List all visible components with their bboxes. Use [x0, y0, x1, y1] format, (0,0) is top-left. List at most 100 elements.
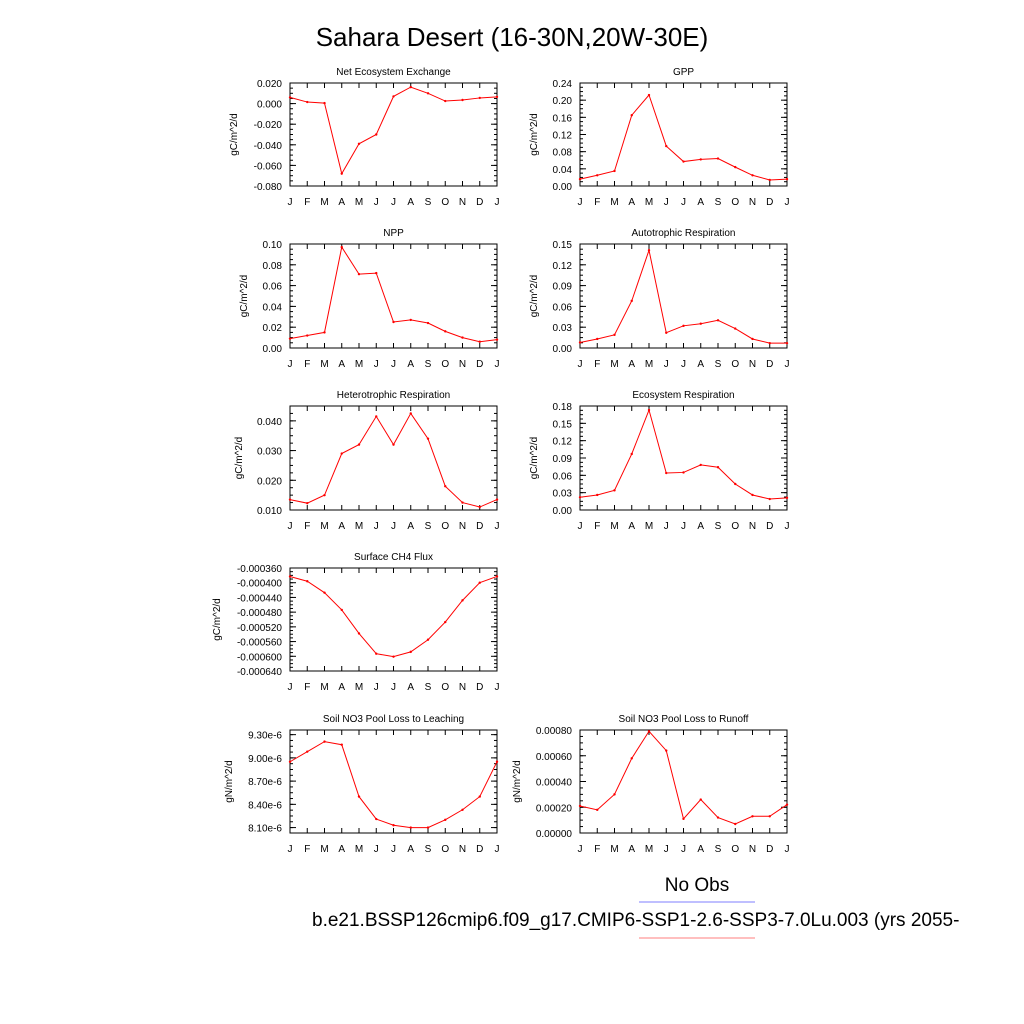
- data-point-2-3: [630, 113, 633, 117]
- y-tick-label-2-3: 0.12: [553, 131, 573, 142]
- y-tick-label-1-1: -0.060: [254, 161, 283, 172]
- data-point-3-11: [478, 340, 481, 343]
- y-tick-label-9-0: 0.00000: [536, 829, 573, 840]
- data-point-4-10: [751, 337, 754, 341]
- y-tick-label-2-0: 0.00: [553, 182, 573, 193]
- data-point-5-10: [461, 501, 464, 504]
- data-point-6-6: [682, 471, 685, 474]
- data-point-9-7: [699, 798, 702, 801]
- x-tick-label-6-1: F: [594, 521, 600, 532]
- plot-frame-2: [579, 82, 788, 187]
- y-tick-label-4-5: 0.15: [553, 240, 573, 251]
- x-tick-label-1-9: O: [441, 197, 449, 208]
- y-axis-label-5: gC/m^2/d: [234, 437, 245, 480]
- x-tick-label-9-7: A: [697, 844, 704, 855]
- x-tick-label-1-4: M: [355, 197, 363, 208]
- x-tick-label-9-12: J: [785, 844, 790, 855]
- series-line-6: [579, 408, 788, 500]
- data-point-5-0: [288, 498, 292, 501]
- x-tick-label-6-12: J: [785, 521, 790, 532]
- x-tick-label-5-7: A: [407, 521, 414, 532]
- data-point-9-8: [716, 816, 720, 819]
- x-tick-label-1-10: N: [459, 197, 466, 208]
- data-point-4-5: [665, 331, 668, 334]
- data-point-5-5: [375, 415, 378, 418]
- data-point-6-1: [596, 493, 599, 497]
- data-point-2-6: [682, 160, 685, 163]
- data-point-9-6: [682, 817, 685, 821]
- x-tick-label-6-7: A: [697, 521, 704, 532]
- x-tick-label-2-6: J: [681, 197, 686, 208]
- x-tick-label-3-6: J: [391, 359, 396, 370]
- x-tick-label-5-1: F: [304, 521, 310, 532]
- series-line-4: [579, 248, 787, 344]
- data-point-1-5: [375, 133, 378, 136]
- x-tick-label-8-1: F: [304, 844, 310, 855]
- x-tick-label-5-3: A: [338, 521, 345, 532]
- data-point-8-1: [306, 750, 309, 753]
- legend-obs-label: No Obs: [665, 875, 729, 896]
- data-point-2-9: [734, 165, 737, 169]
- data-point-8-11: [478, 795, 481, 798]
- chart-title-5: Heterotrophic Respiration: [337, 390, 450, 401]
- data-point-6-0: [578, 496, 582, 499]
- x-tick-label-9-3: A: [628, 844, 635, 855]
- data-point-3-3: [340, 245, 343, 249]
- data-point-8-2: [323, 740, 326, 743]
- series-line-7: [289, 575, 498, 658]
- y-tick-label-2-6: 0.24: [553, 79, 573, 90]
- x-tick-label-2-0: J: [578, 197, 583, 208]
- x-tick-label-2-7: A: [697, 197, 704, 208]
- y-tick-label-6-4: 0.12: [553, 437, 573, 448]
- y-axis-label-2: gC/m^2/d: [529, 113, 540, 156]
- x-tick-label-3-11: D: [476, 359, 483, 370]
- y-tick-label-4-0: 0.00: [553, 344, 573, 355]
- data-point-8-6: [392, 824, 395, 827]
- y-axis-label-4: gC/m^2/d: [529, 275, 540, 318]
- x-tick-label-3-9: O: [441, 359, 449, 370]
- plot-frame-4: [579, 243, 788, 349]
- data-point-5-4: [357, 443, 361, 446]
- data-point-1-12: [495, 95, 499, 99]
- data-point-1-11: [478, 96, 481, 100]
- x-tick-label-8-9: O: [441, 844, 449, 855]
- data-point-4-6: [682, 324, 685, 328]
- legend-case-label: b.e21.BSSP126cmip6.f09_g17.CMIP6-SSP1-2.…: [312, 910, 959, 931]
- series-line-1: [289, 86, 498, 175]
- data-point-7-10: [461, 599, 464, 602]
- x-tick-label-5-12: J: [495, 521, 500, 532]
- x-tick-label-7-1: F: [304, 682, 310, 693]
- data-point-9-5: [665, 749, 668, 752]
- x-tick-label-1-8: S: [425, 197, 432, 208]
- data-point-5-6: [392, 443, 395, 446]
- x-tick-label-8-7: A: [407, 844, 414, 855]
- data-point-7-11: [478, 581, 481, 584]
- x-tick-label-2-3: A: [628, 197, 635, 208]
- x-tick-label-6-0: J: [578, 521, 583, 532]
- x-tick-label-4-1: F: [594, 359, 600, 370]
- y-tick-label-3-0: 0.00: [263, 344, 283, 355]
- x-tick-label-4-0: J: [578, 359, 583, 370]
- x-tick-label-6-11: D: [766, 521, 773, 532]
- y-tick-label-6-2: 0.06: [553, 471, 573, 482]
- x-tick-label-4-7: A: [697, 359, 704, 370]
- data-point-6-4: [647, 408, 651, 412]
- data-point-9-4: [647, 730, 651, 733]
- x-tick-label-7-10: N: [459, 682, 466, 693]
- data-point-4-4: [647, 249, 651, 252]
- y-tick-label-8-1: 8.40e-6: [248, 800, 282, 811]
- data-point-7-0: [288, 575, 292, 578]
- x-tick-label-8-0: J: [288, 844, 293, 855]
- x-tick-label-8-12: J: [495, 844, 500, 855]
- data-point-8-3: [340, 743, 343, 746]
- x-tick-label-2-12: J: [785, 197, 790, 208]
- x-tick-label-7-7: A: [407, 682, 414, 693]
- x-tick-label-9-11: D: [766, 844, 773, 855]
- data-point-3-12: [495, 338, 499, 341]
